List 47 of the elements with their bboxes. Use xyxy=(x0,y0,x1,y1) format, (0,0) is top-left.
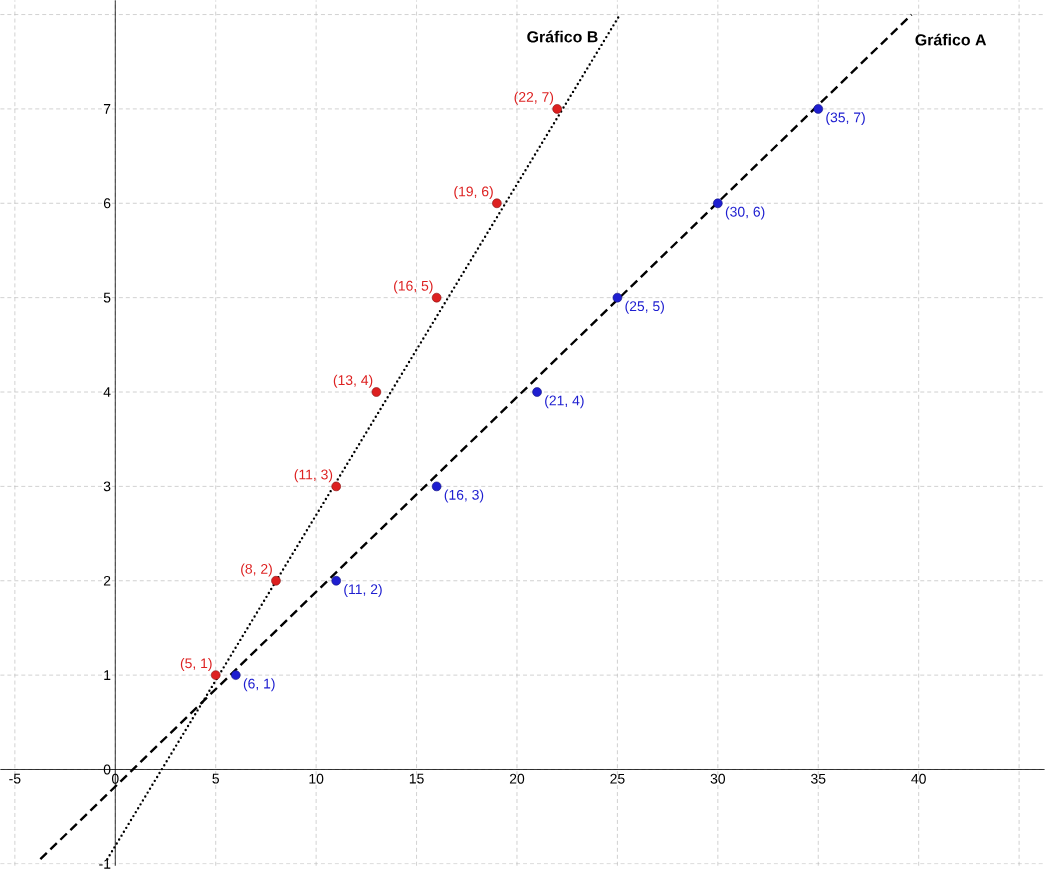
y-tick-label: 3 xyxy=(103,481,111,492)
x-tick-label: 25 xyxy=(610,773,625,784)
x-tick-label: 15 xyxy=(409,773,424,784)
data-label: (13, 4) xyxy=(333,375,373,389)
data-label: (30, 6) xyxy=(725,206,765,220)
data-label: (11, 3) xyxy=(294,469,333,483)
y-tick-label: 7 xyxy=(103,104,111,114)
data-label: (5, 1) xyxy=(180,658,212,672)
point xyxy=(331,576,341,586)
x-tick-label: 35 xyxy=(811,773,826,784)
point xyxy=(271,576,281,586)
point xyxy=(431,481,442,492)
point xyxy=(231,670,241,681)
point xyxy=(371,387,382,397)
point xyxy=(492,198,502,209)
x-tick-label: 20 xyxy=(509,773,525,784)
x-tick-label: 30 xyxy=(710,773,726,784)
point xyxy=(713,198,723,209)
point xyxy=(813,104,824,114)
data-label: (16, 3) xyxy=(444,489,484,503)
point xyxy=(612,293,623,303)
x-tick-label: 10 xyxy=(309,773,324,784)
y-tick-label: 5 xyxy=(103,292,111,303)
point xyxy=(210,670,221,681)
point xyxy=(552,104,562,114)
series-label: Gráfico B xyxy=(527,30,598,43)
data-label: (8, 2) xyxy=(241,563,272,577)
x-tick-label: 5 xyxy=(212,773,219,784)
y-tick-label: 1 xyxy=(104,670,111,681)
y-tick-label: -1 xyxy=(99,859,111,869)
data-label: (25, 5) xyxy=(625,301,664,314)
data-label: (35, 7) xyxy=(826,112,865,126)
y-tick-label: 6 xyxy=(103,198,111,209)
data-label: (6, 1) xyxy=(243,678,275,692)
x-tick-label: 40 xyxy=(911,773,926,784)
point xyxy=(532,387,542,397)
data-label: (19, 6) xyxy=(454,186,493,200)
y-tick-label: 2 xyxy=(103,576,111,586)
data-label: (22, 7) xyxy=(514,91,554,105)
data-label: (21, 4) xyxy=(545,395,584,409)
series-label: Gráfico A xyxy=(915,33,987,46)
y-tick-label: 4 xyxy=(103,387,111,397)
x-tick-label: -5 xyxy=(9,773,21,784)
point xyxy=(431,293,442,303)
point xyxy=(331,481,341,492)
data-label: (16, 5) xyxy=(394,280,433,294)
data-label: (11, 2) xyxy=(344,584,382,598)
